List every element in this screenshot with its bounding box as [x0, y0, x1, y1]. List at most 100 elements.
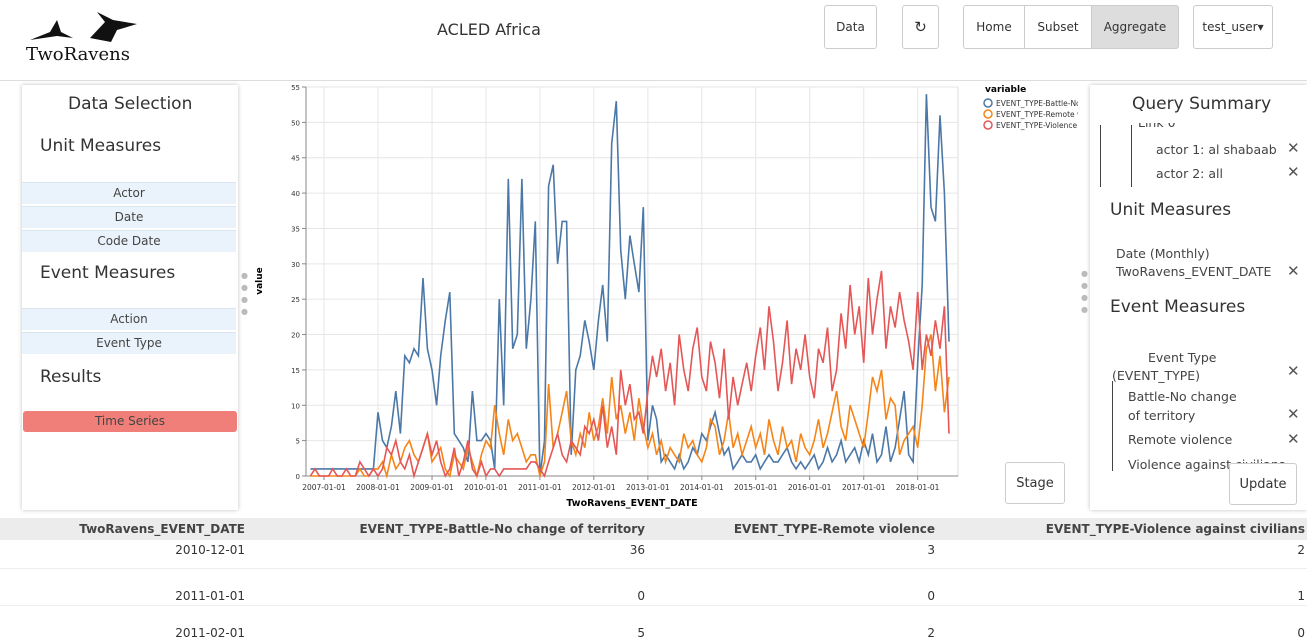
- x-axis-label: TwoRavens_EVENT_DATE: [566, 498, 697, 509]
- actor-filter: actor 2: all: [1156, 166, 1223, 181]
- y-tick-label: 50: [291, 119, 300, 127]
- right-panel: Query Summary Link 0 actor 1: al shabaab…: [1090, 85, 1307, 510]
- variable-item[interactable]: Code Date: [22, 230, 236, 252]
- update-button[interactable]: Update: [1229, 463, 1297, 505]
- y-tick-label: 30: [291, 261, 300, 269]
- legend-label: EVENT_TYPE-Remote violence: [996, 110, 1085, 119]
- row-divider: [0, 568, 1307, 569]
- variable-item[interactable]: Actor: [22, 182, 236, 204]
- left-panel: Data Selection Unit Measures Actor Date …: [22, 85, 238, 510]
- data-table: TwoRavens_EVENT_DATE EVENT_TYPE-Battle-No…: [0, 518, 1307, 640]
- refresh-button[interactable]: ↻: [902, 5, 939, 49]
- table-header-bg: [0, 518, 1307, 540]
- plot-frame: [305, 86, 959, 477]
- remove-icon[interactable]: ✕: [1287, 262, 1300, 280]
- user-name: test_user: [1202, 20, 1258, 34]
- table-cell: 0: [637, 589, 645, 603]
- y-tick-label: 35: [291, 225, 300, 233]
- actor-filter: actor 1: al shabaab: [1156, 142, 1277, 157]
- user-button[interactable]: test_user ▾: [1193, 5, 1273, 49]
- section-heading: Unit Measures: [1110, 200, 1232, 220]
- section-heading: Event Measures: [40, 263, 176, 283]
- x-tick-label: 2011-01-01: [518, 483, 562, 492]
- y-tick-label: 5: [296, 438, 300, 446]
- x-tick-label: 2013-01-01: [626, 483, 670, 492]
- legend-title: variable: [985, 85, 1026, 95]
- data-button[interactable]: Data: [824, 5, 877, 49]
- panel-title: Query Summary: [1132, 94, 1272, 114]
- remove-icon[interactable]: ✕: [1287, 139, 1300, 157]
- y-tick-label: 55: [291, 84, 300, 92]
- table-cell: 0: [927, 589, 935, 603]
- tree-lines: [1100, 125, 1132, 187]
- legend-label: EVENT_TYPE-Battle-No change of territory: [996, 99, 1085, 108]
- series-line: [310, 334, 950, 480]
- legend-label: EVENT_TYPE-Violence against civilians: [996, 121, 1085, 130]
- x-tick-label: 2014-01-01: [680, 483, 724, 492]
- variable-item[interactable]: Event Type: [22, 332, 236, 354]
- unit-item: TwoRavens_EVENT_DATE: [1116, 264, 1272, 279]
- table-cell: 2010-12-01: [175, 543, 245, 557]
- app-title: ACLED Africa: [437, 20, 541, 39]
- remove-icon[interactable]: ✕: [1287, 362, 1300, 380]
- logo-birds: [30, 12, 137, 42]
- x-tick-label: 2015-01-01: [734, 483, 778, 492]
- column-header: EVENT_TYPE-Remote violence: [733, 522, 935, 536]
- table-cell: 36: [629, 543, 645, 557]
- column-header: EVENT_TYPE-Violence against civilians: [1045, 522, 1305, 536]
- series-line: [310, 94, 950, 477]
- remove-icon[interactable]: ✕: [1287, 405, 1300, 423]
- x-tick-label: 2018-01-01: [896, 483, 940, 492]
- y-tick-label: 20: [291, 332, 300, 340]
- legend-symbol: [983, 120, 993, 130]
- event-group: Event Type (EVENT_TYPE): [1112, 350, 1217, 383]
- y-tick-label: 45: [291, 155, 300, 163]
- column-header: EVENT_TYPE-Battle-No change of territory: [359, 522, 645, 536]
- variable-item[interactable]: Action: [22, 308, 236, 330]
- x-tick-label: 2007-01-01: [302, 483, 346, 492]
- table-cell: 0: [1297, 626, 1305, 640]
- remove-icon[interactable]: ✕: [1287, 163, 1300, 181]
- y-tick-label: 0: [296, 473, 300, 481]
- row-divider: [0, 605, 1307, 606]
- table-cell: 5: [637, 626, 645, 640]
- right-handle: ● ● ● ●: [1081, 269, 1088, 314]
- legend-symbol: [983, 98, 993, 108]
- series-line: [309, 270, 950, 480]
- x-tick-label: 2016-01-01: [788, 483, 832, 492]
- section-heading: Unit Measures: [40, 136, 162, 156]
- table-cell: 1: [1297, 589, 1305, 603]
- x-tick-label: 2017-01-01: [842, 483, 886, 492]
- stage-button[interactable]: Stage: [1005, 462, 1065, 504]
- caret: ▾: [1257, 20, 1264, 34]
- logo-text: TwoRavens: [26, 44, 130, 65]
- x-tick-label: 2008-01-01: [356, 483, 400, 492]
- panel-title: Data Selection: [68, 94, 193, 114]
- variable-item[interactable]: Date: [22, 206, 236, 228]
- aggregate-button[interactable]: Aggregate: [1091, 5, 1179, 49]
- table-cell: 3: [927, 543, 935, 557]
- x-tick-label: 2010-01-01: [464, 483, 508, 492]
- subset-button[interactable]: Subset: [1024, 5, 1092, 49]
- y-tick-label: 25: [291, 296, 300, 304]
- legend-symbol: [983, 109, 993, 119]
- header: TwoRavens ACLED Africa Data ↻ Home Subse…: [0, 0, 1307, 81]
- table-cell: 2011-02-01: [175, 626, 245, 640]
- results-item[interactable]: Time Series: [23, 411, 237, 432]
- home-button[interactable]: Home: [963, 5, 1025, 49]
- table-cell: 2011-01-01: [175, 589, 245, 603]
- left-handle: ● ● ● ●: [241, 271, 248, 316]
- tree-line: [1112, 381, 1113, 471]
- x-tick-label: 2012-01-01: [572, 483, 616, 492]
- section-heading: Event Measures: [1110, 297, 1246, 317]
- table-cell: 2: [1297, 543, 1305, 557]
- legend: EVENT_TYPE-Battle-No change of territory…: [983, 98, 1085, 130]
- unit-item: Date (Monthly): [1116, 246, 1210, 261]
- event-item: Battle-No change of territory: [1128, 389, 1237, 423]
- x-tick-label: 2009-01-01: [410, 483, 454, 492]
- y-axis-label: value: [255, 267, 265, 295]
- event-item: Remote violence: [1128, 432, 1233, 447]
- remove-icon[interactable]: ✕: [1287, 430, 1300, 448]
- chart: value TwoRavens_EVENT_DATE variable 0 5 10…: [255, 84, 1085, 509]
